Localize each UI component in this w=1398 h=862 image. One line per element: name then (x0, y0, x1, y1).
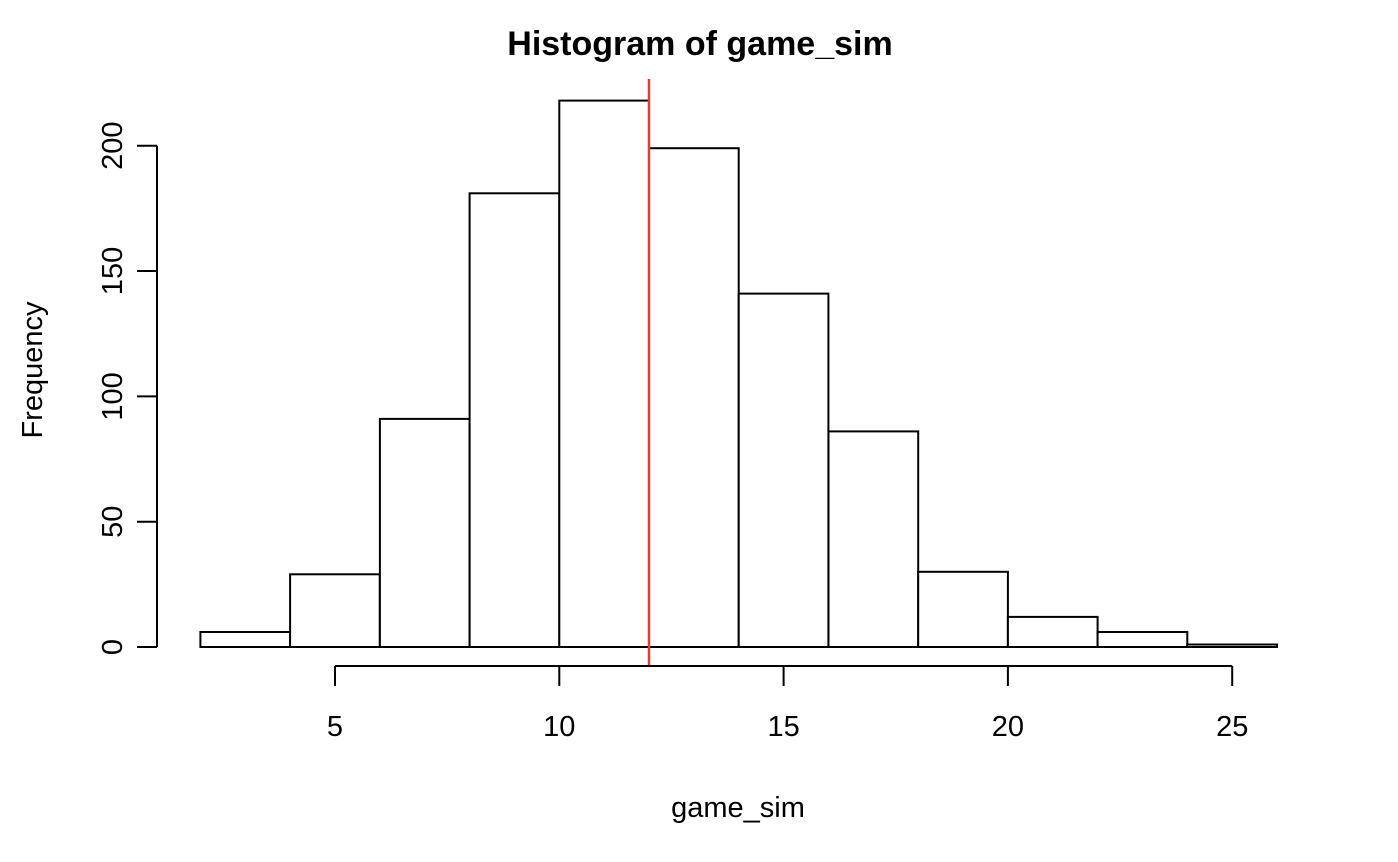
y-tick-label: 200 (97, 122, 129, 170)
histogram-bar (737, 292, 830, 648)
x-axis-title: game_sim (671, 792, 805, 824)
x-tick-label: 15 (767, 711, 799, 743)
histogram-bar (917, 570, 1009, 648)
y-axis: 0 50 100 150 200 (97, 122, 158, 655)
histogram-bar (1186, 643, 1279, 648)
histogram-bar (378, 417, 471, 648)
y-axis-title: Frequency (17, 301, 49, 439)
histogram-bar (468, 192, 561, 649)
x-tick-label: 5 (327, 711, 343, 743)
histogram-bar (648, 147, 740, 648)
histogram-bar (199, 631, 292, 648)
histogram-bars (199, 99, 1279, 649)
y-tick-label: 0 (97, 639, 129, 655)
x-axis: 5 10 15 20 25 (327, 665, 1248, 743)
histogram-bar (1006, 615, 1099, 649)
chart-title: Histogram of game_sim (507, 25, 892, 63)
histogram-bar (558, 99, 650, 649)
y-tick-label: 150 (97, 247, 129, 295)
x-tick-label: 10 (543, 711, 575, 743)
y-tick-label: 100 (97, 372, 129, 420)
histogram-bar (289, 573, 381, 648)
histogram-bar (1096, 631, 1189, 648)
x-tick-label: 25 (1216, 711, 1248, 743)
histogram-bar (827, 430, 920, 648)
x-tick-label: 20 (992, 711, 1024, 743)
y-tick-label: 50 (97, 506, 129, 538)
